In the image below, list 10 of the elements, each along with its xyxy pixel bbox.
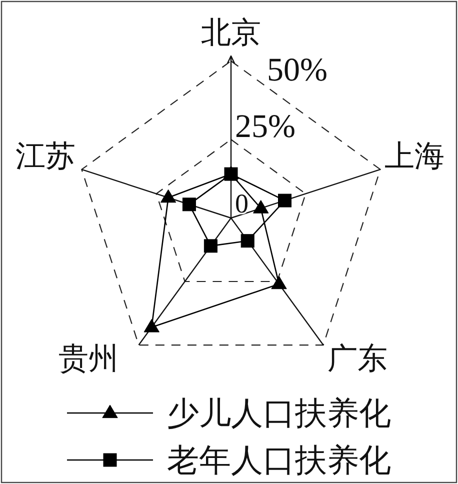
tick-label: 50% xyxy=(267,52,328,89)
category-label: 贵州 xyxy=(58,342,119,376)
category-label: 广东 xyxy=(327,342,388,376)
legend-label: 老年人口扶养化 xyxy=(167,442,391,478)
tick-label: 25% xyxy=(235,109,296,146)
tick-label: 0 xyxy=(235,188,248,218)
category-label: 江苏 xyxy=(16,140,76,173)
category-label: 北京 xyxy=(201,16,261,50)
legend-label: 少儿人口扶养化 xyxy=(167,395,391,432)
category-label: 上海 xyxy=(384,140,444,173)
